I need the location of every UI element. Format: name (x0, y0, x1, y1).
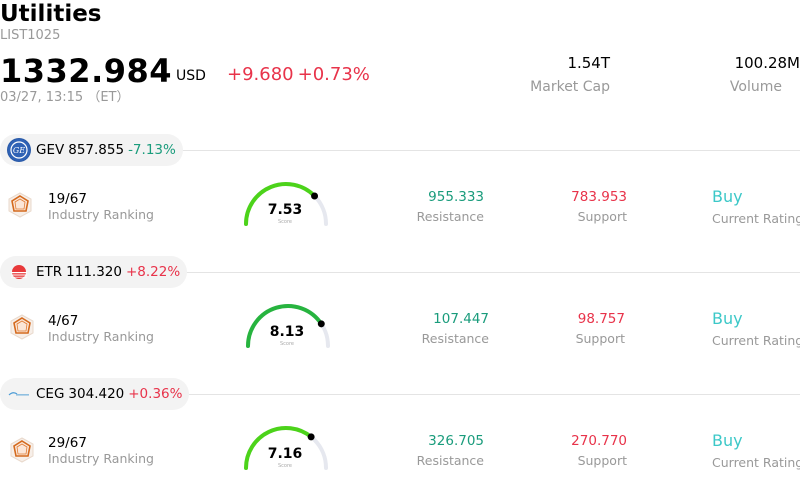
gauge-fill (244, 182, 317, 226)
gauge-fill (246, 304, 324, 348)
constellation-logo-icon (7, 382, 31, 406)
stock-pill-ceg[interactable]: CEG 304.420 +0.36% (0, 378, 190, 410)
page-title: Utilities (0, 1, 102, 27)
stock-symbol: GEV (36, 142, 65, 158)
gauge-marker (307, 433, 315, 441)
resistance-label: Resistance (416, 209, 484, 224)
industry-ranking-icon (10, 314, 34, 340)
industry-ranking-icon (10, 437, 34, 463)
industry-ranking-value: 4/67 (48, 313, 79, 329)
stock-change: +8.22% (125, 264, 181, 280)
current-rating-label: Current Rating (712, 455, 800, 470)
score-gauge: 7.53 Score (244, 182, 328, 226)
stock-price: 111.320 (66, 264, 122, 280)
current-rating-value: Buy (712, 431, 743, 450)
resistance-value: 955.333 (428, 189, 484, 205)
volume-label: Volume (729, 79, 782, 95)
current-rating-value: Buy (712, 309, 743, 328)
entergy-logo-icon (7, 260, 31, 284)
support-value: 98.757 (577, 311, 625, 327)
gauge-marker (317, 320, 325, 328)
change-absolute: +9.680 (227, 64, 294, 85)
resistance-label: Resistance (416, 453, 484, 468)
score-gauge: 8.13 Score (246, 304, 330, 348)
industry-ranking-label: Industry Ranking (48, 451, 154, 466)
gauge-marker (311, 192, 319, 200)
industry-ranking-icon (8, 192, 32, 218)
stock-price: 304.420 (68, 386, 125, 402)
support-label: Support (577, 453, 627, 468)
timestamp: 03/27, 13:15 （ET） (0, 90, 130, 105)
currency-label: USD (176, 68, 206, 84)
volume-value: 100.28M (734, 54, 800, 72)
current-rating-label: Current Rating (712, 211, 800, 226)
stock-pill-gev[interactable]: GE GEV 857.855 -7.13% (0, 134, 183, 166)
support-value: 270.770 (571, 433, 627, 449)
stock-change: -7.13% (128, 142, 176, 158)
current-rating-value: Buy (712, 187, 743, 206)
support-label: Support (575, 331, 625, 346)
score-value: 8.13 (270, 324, 305, 340)
score-value: 7.53 (268, 202, 303, 218)
stock-symbol: ETR (36, 264, 63, 280)
score-label: Score (280, 341, 294, 347)
support-value: 783.953 (571, 189, 627, 205)
industry-ranking-value: 29/67 (48, 435, 87, 451)
svg-text:GE: GE (13, 146, 25, 155)
score-label: Score (278, 219, 292, 225)
divider (0, 150, 800, 151)
gauge-fill (244, 426, 314, 470)
ge-vernova-logo-icon: GE (7, 138, 31, 162)
market-cap-label: Market Cap (530, 79, 610, 95)
score-value: 7.16 (268, 446, 303, 462)
list-code: LIST1025 (0, 28, 61, 43)
industry-ranking-label: Industry Ranking (48, 329, 154, 344)
market-cap-value: 1.54T (567, 54, 610, 72)
support-label: Support (577, 209, 627, 224)
score-gauge: 7.16 Score (244, 426, 328, 470)
current-rating-label: Current Rating (712, 333, 800, 348)
stock-price: 857.855 (68, 142, 125, 158)
stock-pill-etr[interactable]: ETR 111.320 +8.22% (0, 256, 188, 288)
divider (0, 394, 800, 395)
resistance-label: Resistance (421, 331, 489, 346)
stock-change: +0.36% (128, 386, 183, 402)
index-price: 1332.984 (0, 52, 173, 90)
index-change: +9.680 +0.73% (227, 64, 374, 86)
score-label: Score (278, 463, 292, 469)
resistance-value: 326.705 (428, 433, 484, 449)
industry-ranking-label: Industry Ranking (48, 207, 154, 222)
stock-symbol: CEG (36, 386, 65, 402)
industry-ranking-value: 19/67 (48, 191, 87, 207)
change-percent: +0.73% (297, 64, 370, 85)
divider (0, 272, 800, 273)
resistance-value: 107.447 (433, 311, 489, 327)
